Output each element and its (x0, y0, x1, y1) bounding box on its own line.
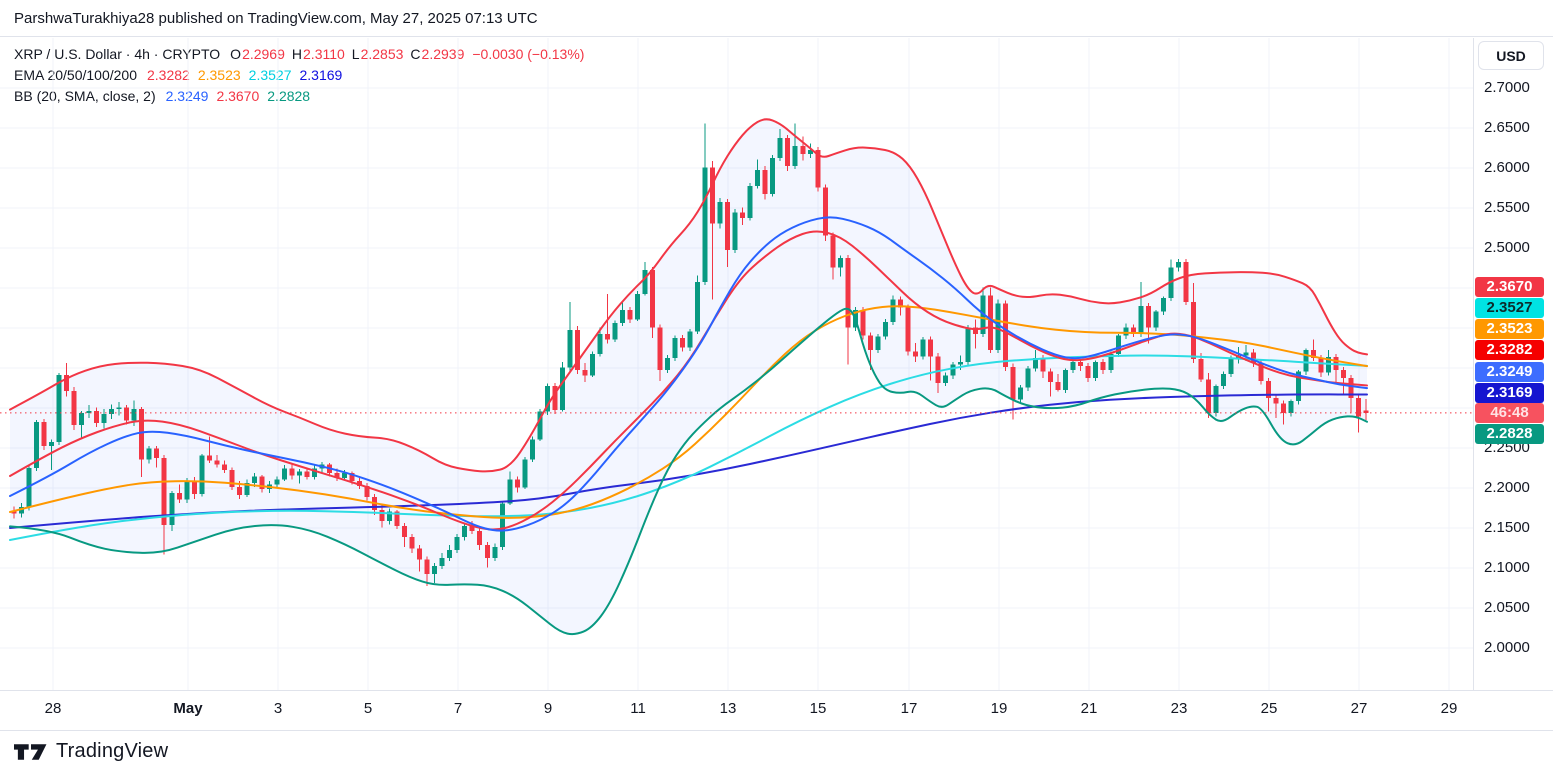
legend-value: 2.3282 (147, 67, 190, 83)
legend-value: 2.3670 (216, 88, 260, 104)
price-tick: 2.5000 (1484, 239, 1530, 256)
price-tick: 2.0000 (1484, 639, 1530, 656)
candlestick-chart[interactable]: XRP / U.S. Dollar · 4h · CRYPTO O2.2969 H2… (0, 38, 1473, 690)
chart-canvas[interactable] (0, 38, 1473, 690)
bollinger-fill (10, 117, 1367, 636)
time-label: 29 (1440, 700, 1458, 717)
time-label: 28 (44, 700, 62, 717)
time-label: 15 (809, 700, 827, 717)
price-tick: 2.5500 (1484, 199, 1530, 216)
legend-value: O (230, 46, 242, 62)
bb-lower-label: 2.2828 (1475, 424, 1544, 444)
price-axis[interactable]: USD 2.70002.65002.60002.55002.50002.4500… (1474, 38, 1553, 690)
published-line: ParshwaTurakhiya28 published on TradingV… (0, 0, 1553, 37)
currency-toggle-button[interactable]: USD (1478, 41, 1544, 70)
time-label: 11 (630, 700, 646, 717)
time-label: 21 (1080, 700, 1098, 717)
time-label: 23 (1170, 700, 1188, 717)
time-label: 7 (453, 700, 463, 717)
legend-value: 2.2939 (421, 46, 465, 62)
ema100-label: 2.3527 (1475, 298, 1544, 318)
overlay-line-bb-upper (9, 118, 1368, 473)
legend-value: 2.3249 (165, 88, 209, 104)
time-label: 25 (1260, 700, 1278, 717)
bb-upper-label: 2.3670 (1475, 277, 1544, 297)
time-axis[interactable]: 28 May 3 5 7 9 11 13 15 17 19 21 23 25 27 29 (0, 690, 1553, 731)
price-tick: 2.0500 (1484, 599, 1530, 616)
overlay-line-bb-lower (9, 307, 1368, 636)
legend-value: 2.3169 (299, 67, 343, 83)
bb-basis-label: 2.3249 (1475, 362, 1544, 382)
tradingview-brand[interactable]: TradingView (56, 740, 169, 762)
time-label: 13 (719, 700, 737, 717)
legend-value: 2.2853 (360, 46, 404, 62)
ema20-label: 2.3282 (1475, 340, 1544, 360)
time-label: 27 (1350, 700, 1368, 717)
chart-legend: XRP / U.S. Dollar · 4h · CRYPTO O2.2969 H2… (14, 44, 584, 107)
overlay-line-ema200 (9, 393, 1368, 529)
legend-value: L (351, 46, 360, 62)
time-label: 3 (273, 700, 283, 717)
price-tick: 2.6000 (1484, 159, 1530, 176)
legend-value: H (291, 46, 303, 62)
ema50-label: 2.3523 (1475, 319, 1544, 339)
overlay-line-ema100 (9, 354, 1368, 541)
time-label: 19 (990, 700, 1008, 717)
time-label: 17 (900, 700, 918, 717)
legend-bb-row: BB (20, SMA, close, 2) 2.3249 2.3670 2.2828 (14, 86, 584, 107)
price-tick: 2.7000 (1484, 79, 1530, 96)
legend-value: EMA 20/50/100/200 (14, 67, 137, 83)
overlay-line-bb-basis (9, 216, 1368, 532)
legend-value: −0.0030 (−0.13%) (472, 46, 585, 62)
legend-ema-row: EMA 20/50/100/200 2.3282 2.3523 2.3527 2.316… (14, 65, 584, 86)
legend-value: XRP / U.S. Dollar · 4h · CRYPTO (14, 46, 221, 62)
footer: TradingView (0, 731, 1553, 772)
legend-symbol-row: XRP / U.S. Dollar · 4h · CRYPTO O2.2969 H2… (14, 44, 584, 65)
legend-value: 2.3110 (303, 46, 345, 62)
legend-value: 2.3523 (197, 67, 241, 83)
legend-value: 2.3527 (248, 67, 292, 83)
price-tick: 2.1000 (1484, 559, 1530, 576)
price-tick: 2.2000 (1484, 479, 1530, 496)
time-label: May (173, 700, 203, 717)
price-tick: 2.6500 (1484, 119, 1530, 136)
time-label: 5 (363, 700, 373, 717)
legend-value: BB (20, SMA, close, 2) (14, 88, 156, 104)
tradingview-logo[interactable] (14, 741, 48, 763)
legend-value: 2.2969 (242, 46, 285, 62)
countdown-label: 46:48 (1475, 403, 1544, 423)
time-label: 9 (543, 700, 553, 717)
ema200-label: 2.3169 (1475, 383, 1544, 403)
axis-separator (1473, 38, 1474, 730)
legend-value: C (410, 46, 421, 62)
price-tick: 2.1500 (1484, 519, 1530, 536)
